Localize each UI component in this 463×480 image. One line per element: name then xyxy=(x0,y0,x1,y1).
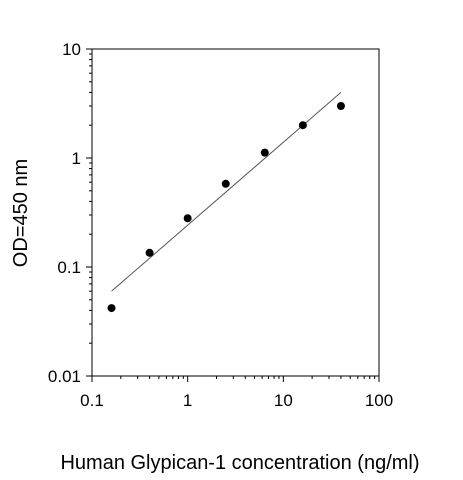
y-axis-title: OD=450 nm xyxy=(10,159,32,267)
y-axis-ticks xyxy=(86,48,92,377)
data-point xyxy=(183,214,192,223)
plot-frame xyxy=(91,48,380,377)
x-axis-ticks xyxy=(91,376,380,382)
y-axis-tick-labels: 0.01 0.1 1 10 xyxy=(48,40,81,386)
data-points xyxy=(107,101,345,313)
x-tick-label: 10 xyxy=(274,391,293,410)
x-tick-label: 100 xyxy=(365,391,393,410)
data-point xyxy=(221,179,230,188)
y-tick-label: 10 xyxy=(62,40,81,59)
x-axis-tick-labels: 0.1 1 10 100 xyxy=(80,391,393,410)
data-point xyxy=(145,248,154,257)
y-tick-label: 0.1 xyxy=(57,258,81,277)
y-tick-label: 0.01 xyxy=(48,367,81,386)
fit-line xyxy=(111,91,342,292)
x-axis-title: Human Glypican-1 concentration (ng/ml) xyxy=(60,452,419,474)
data-point xyxy=(298,121,307,130)
x-tick-label: 1 xyxy=(183,391,192,410)
data-point xyxy=(107,304,116,313)
x-tick-label: 0.1 xyxy=(80,391,104,410)
data-point xyxy=(260,148,269,157)
y-tick-label: 1 xyxy=(72,149,81,168)
data-point xyxy=(336,101,345,110)
